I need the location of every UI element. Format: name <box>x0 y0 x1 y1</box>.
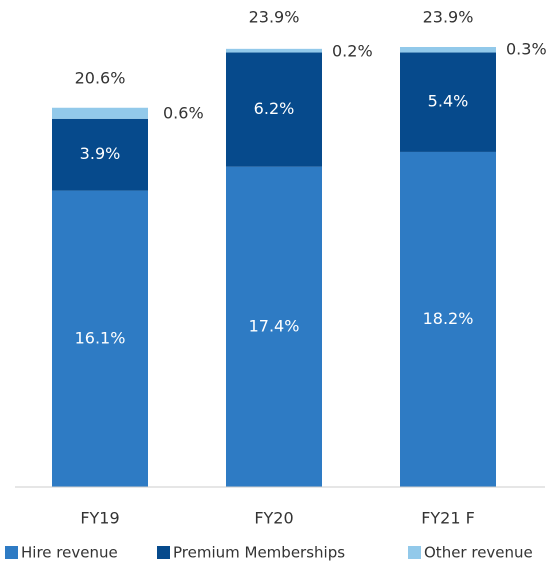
total-label: 20.6% <box>75 68 126 87</box>
x-tick-label: FY20 <box>254 509 293 528</box>
bar-segment <box>226 52 322 167</box>
total-label: 23.9% <box>423 8 474 27</box>
legend-swatch <box>157 546 170 559</box>
bar-segment <box>400 47 496 53</box>
data-label: 18.2% <box>423 309 474 328</box>
bar-segment <box>52 190 148 487</box>
legend-swatch <box>408 546 421 559</box>
data-label: 0.3% <box>506 40 547 59</box>
bar-segment <box>52 118 148 191</box>
bar-segment <box>226 166 322 487</box>
data-label: 5.4% <box>428 92 469 111</box>
data-label: 6.2% <box>254 99 295 118</box>
bar-segment <box>226 48 322 53</box>
data-label: 0.6% <box>163 103 204 122</box>
data-label: 3.9% <box>80 144 121 163</box>
legend-label: Other revenue <box>424 544 533 562</box>
bar-segment <box>400 151 496 487</box>
bar-segment <box>400 52 496 152</box>
x-tick-label: FY21 F <box>421 509 475 528</box>
bar-segment <box>52 107 148 119</box>
legend-label: Premium Memberships <box>173 544 345 562</box>
total-label: 23.9% <box>249 8 300 27</box>
data-label: 16.1% <box>75 328 126 347</box>
legend-label: Hire revenue <box>21 544 118 562</box>
data-label: 0.2% <box>332 41 373 60</box>
data-label: 17.4% <box>249 316 300 335</box>
legend-swatch <box>5 546 18 559</box>
x-tick-label: FY19 <box>80 509 119 528</box>
